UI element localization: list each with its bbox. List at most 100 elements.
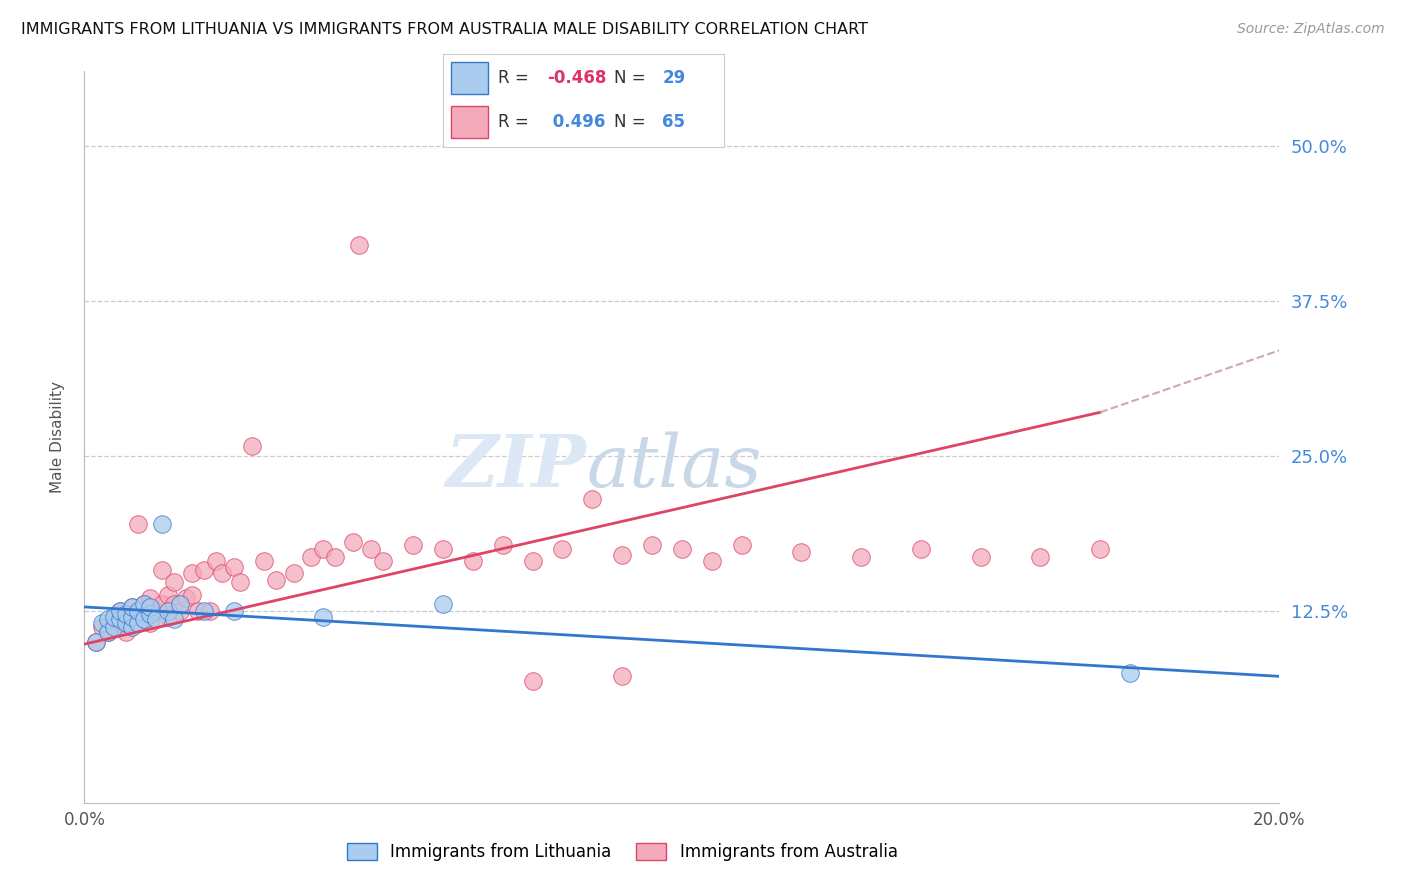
- Text: 65: 65: [662, 113, 685, 131]
- Text: 0.496: 0.496: [547, 113, 606, 131]
- Point: [1119, 665, 1142, 680]
- Point: [139, 591, 162, 606]
- Point: [205, 554, 228, 568]
- Point: [86, 634, 108, 648]
- Point: [132, 598, 156, 612]
- Bar: [451, 62, 488, 94]
- Point: [91, 620, 114, 634]
- Text: 29: 29: [662, 69, 686, 87]
- Text: atlas: atlas: [586, 431, 762, 501]
- Point: [851, 550, 873, 565]
- Point: [127, 516, 149, 531]
- Point: [492, 538, 515, 552]
- Point: [127, 615, 149, 630]
- Text: N =: N =: [614, 69, 645, 87]
- Point: [145, 612, 167, 626]
- Point: [115, 615, 138, 630]
- Point: [91, 615, 114, 630]
- Point: [253, 554, 276, 568]
- Point: [132, 612, 156, 626]
- Point: [121, 620, 143, 634]
- Point: [581, 491, 603, 506]
- Point: [349, 238, 371, 252]
- Point: [139, 615, 162, 630]
- Point: [115, 624, 138, 639]
- Text: IMMIGRANTS FROM LITHUANIA VS IMMIGRANTS FROM AUSTRALIA MALE DISABILITY CORRELATI: IMMIGRANTS FROM LITHUANIA VS IMMIGRANTS …: [21, 22, 868, 37]
- Text: -0.468: -0.468: [547, 69, 606, 87]
- Point: [342, 535, 364, 549]
- Point: [522, 554, 544, 568]
- Point: [145, 604, 167, 618]
- Point: [132, 598, 156, 612]
- Bar: [451, 106, 488, 138]
- Point: [522, 674, 544, 689]
- Text: ZIP: ZIP: [446, 431, 586, 502]
- Point: [461, 554, 484, 568]
- Point: [193, 604, 215, 618]
- Point: [132, 612, 156, 626]
- Text: R =: R =: [498, 69, 529, 87]
- Point: [150, 598, 173, 612]
- Point: [731, 538, 754, 552]
- Point: [97, 612, 120, 626]
- Point: [641, 538, 664, 552]
- Point: [211, 566, 233, 581]
- Point: [97, 624, 120, 639]
- Point: [970, 550, 993, 565]
- Point: [163, 612, 186, 626]
- Point: [360, 541, 382, 556]
- Point: [1090, 541, 1112, 556]
- Point: [139, 607, 162, 622]
- Point: [121, 599, 143, 614]
- Point: [110, 615, 132, 630]
- Point: [110, 612, 132, 626]
- Point: [127, 604, 149, 618]
- Point: [790, 545, 813, 559]
- Point: [115, 607, 138, 622]
- Point: [115, 615, 138, 630]
- Point: [1029, 550, 1052, 565]
- Legend: Immigrants from Lithuania, Immigrants from Australia: Immigrants from Lithuania, Immigrants fr…: [340, 836, 904, 868]
- Point: [157, 610, 180, 624]
- Point: [432, 541, 454, 556]
- Point: [97, 624, 120, 639]
- Point: [127, 615, 149, 630]
- Point: [193, 563, 215, 577]
- Point: [169, 598, 191, 612]
- Point: [110, 604, 132, 618]
- Point: [181, 588, 204, 602]
- Point: [301, 550, 323, 565]
- Point: [174, 591, 197, 606]
- Text: N =: N =: [614, 113, 645, 131]
- Point: [163, 575, 186, 590]
- Point: [700, 554, 723, 568]
- Point: [325, 550, 347, 565]
- Point: [222, 604, 245, 618]
- Point: [283, 566, 305, 581]
- Point: [373, 554, 395, 568]
- Point: [150, 563, 173, 577]
- Point: [121, 599, 143, 614]
- Point: [264, 573, 287, 587]
- Point: [240, 439, 263, 453]
- Point: [432, 598, 454, 612]
- Text: Source: ZipAtlas.com: Source: ZipAtlas.com: [1237, 22, 1385, 37]
- Point: [187, 604, 209, 618]
- Point: [103, 612, 125, 626]
- Point: [198, 604, 221, 618]
- Point: [86, 634, 108, 648]
- Point: [163, 598, 186, 612]
- Point: [157, 588, 180, 602]
- Point: [671, 541, 693, 556]
- Y-axis label: Male Disability: Male Disability: [51, 381, 65, 493]
- Point: [169, 604, 191, 618]
- Point: [312, 610, 335, 624]
- Point: [103, 620, 125, 634]
- Point: [402, 538, 425, 552]
- Point: [121, 610, 143, 624]
- Point: [910, 541, 932, 556]
- Point: [612, 669, 634, 683]
- Point: [150, 516, 173, 531]
- Point: [222, 560, 245, 574]
- Point: [121, 610, 143, 624]
